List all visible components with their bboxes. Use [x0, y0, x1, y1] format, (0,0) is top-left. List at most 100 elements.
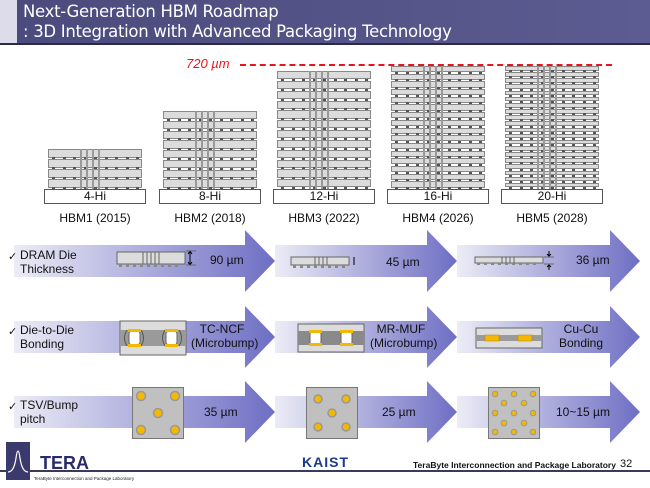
micro-bump [519, 94, 523, 97]
dram-die [391, 150, 485, 157]
micro-bump [519, 119, 523, 122]
micro-bump [312, 167, 316, 170]
micro-bump [540, 119, 544, 122]
pitch-value: 10~15 µm [556, 405, 610, 419]
micro-bump [447, 125, 451, 128]
waveform-icon [7, 450, 29, 473]
bonding-type: (Microbump) [370, 336, 438, 350]
micro-bump [519, 168, 523, 171]
micro-bump [405, 187, 409, 189]
micro-bump [551, 107, 554, 110]
micro-bump [561, 143, 565, 146]
micro-bump [479, 148, 482, 151]
micro-bump [426, 156, 430, 159]
micro-bump [593, 88, 596, 91]
micro-bump [333, 167, 337, 170]
micro-bump [551, 162, 554, 165]
micro-bump [593, 94, 596, 97]
micro-bump [354, 137, 358, 140]
micro-bump [188, 167, 191, 170]
micro-bump [333, 128, 337, 130]
micro-bump [395, 140, 398, 143]
micro-bump [582, 82, 586, 85]
bonding-value: MR-MUF (Microbump) [370, 322, 438, 350]
micro-bump [416, 179, 419, 182]
micro-bump [540, 70, 544, 73]
micro-bump [551, 76, 554, 79]
micro-bump [62, 167, 66, 169]
tsv [423, 66, 425, 189]
slide-header: Next-Generation HBM Roadmap : 3D Integra… [0, 0, 650, 45]
micro-bump [468, 163, 472, 166]
micro-bump [344, 157, 347, 160]
tsv [549, 66, 551, 189]
micro-bump [136, 177, 139, 179]
micro-bump [281, 137, 284, 140]
micro-bump [52, 177, 55, 179]
micro-bump [458, 110, 461, 113]
dram-die [163, 120, 257, 129]
micro-bump [551, 180, 554, 183]
bonding-value: TC-NCF (Microbump) [191, 322, 258, 350]
micro-bump [479, 102, 482, 105]
micro-bump [405, 133, 409, 136]
micro-bump [219, 128, 223, 131]
micro-bump [458, 171, 461, 174]
micro-bump [167, 167, 170, 170]
micro-bump [62, 187, 66, 189]
tsv [195, 111, 197, 189]
micro-bump [540, 76, 544, 79]
micro-bump [416, 148, 419, 151]
micro-bump [395, 171, 398, 174]
tera-logo-mark [6, 442, 30, 480]
micro-bump [509, 107, 512, 110]
dram-die [163, 169, 257, 178]
micro-bump [198, 187, 202, 189]
micro-bump [561, 137, 565, 140]
micro-bump [302, 78, 305, 81]
micro-bump [405, 87, 409, 90]
micro-bump [561, 180, 565, 183]
micro-bump [281, 157, 284, 160]
micro-bump [530, 168, 533, 171]
lab-name: TeraByte Interconnection and Package Lab… [413, 460, 616, 470]
micro-bump [572, 113, 575, 116]
tsv [555, 66, 557, 189]
micro-bump [447, 133, 451, 136]
micro-bump [530, 180, 533, 183]
generation-label: HBM5 (2028) [516, 211, 588, 225]
micro-bump [312, 128, 316, 130]
micro-bump [519, 174, 523, 177]
micro-bump [416, 163, 419, 166]
micro-bump [530, 150, 533, 153]
micro-bump [323, 108, 326, 111]
tsv [207, 111, 209, 189]
tsv [441, 66, 443, 189]
micro-bump [395, 179, 398, 182]
micro-bump [447, 163, 451, 166]
micro-bump [198, 128, 202, 131]
micro-bump [188, 128, 191, 131]
micro-bump [405, 94, 409, 97]
micro-bump [468, 140, 472, 143]
micro-bump [333, 147, 337, 150]
micro-bump [333, 88, 337, 91]
micro-bump [188, 138, 191, 141]
micro-bump [405, 125, 409, 128]
micro-bump [395, 117, 398, 120]
micro-bump [365, 78, 368, 81]
micro-bump [519, 76, 523, 79]
micro-bump [479, 79, 482, 82]
micro-bump [302, 118, 305, 121]
micro-bump [509, 100, 512, 103]
micro-bump [468, 94, 472, 97]
micro-bump [593, 125, 596, 128]
page-number: 32 [620, 458, 633, 470]
micro-bump [479, 110, 482, 113]
micro-bump [551, 119, 554, 122]
micro-bump [572, 174, 575, 177]
micro-bump [458, 148, 461, 151]
micro-bump [479, 133, 482, 136]
micro-bump [540, 168, 544, 171]
micro-bump [519, 125, 523, 128]
